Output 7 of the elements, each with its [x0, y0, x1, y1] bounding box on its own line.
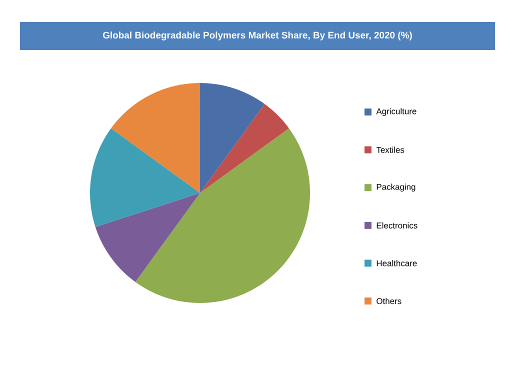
- legend-label: Electronics: [376, 222, 418, 229]
- chart-title: Global Biodegradable Polymers Market Share, By End User, 2020 (%): [102, 32, 412, 40]
- legend-label: Packaging: [376, 184, 416, 192]
- legend-label: Agriculture: [376, 108, 416, 116]
- legend-label: Textiles: [376, 146, 404, 153]
- legend-label: Healthcare: [376, 260, 417, 266]
- legend-label: Others: [376, 298, 402, 304]
